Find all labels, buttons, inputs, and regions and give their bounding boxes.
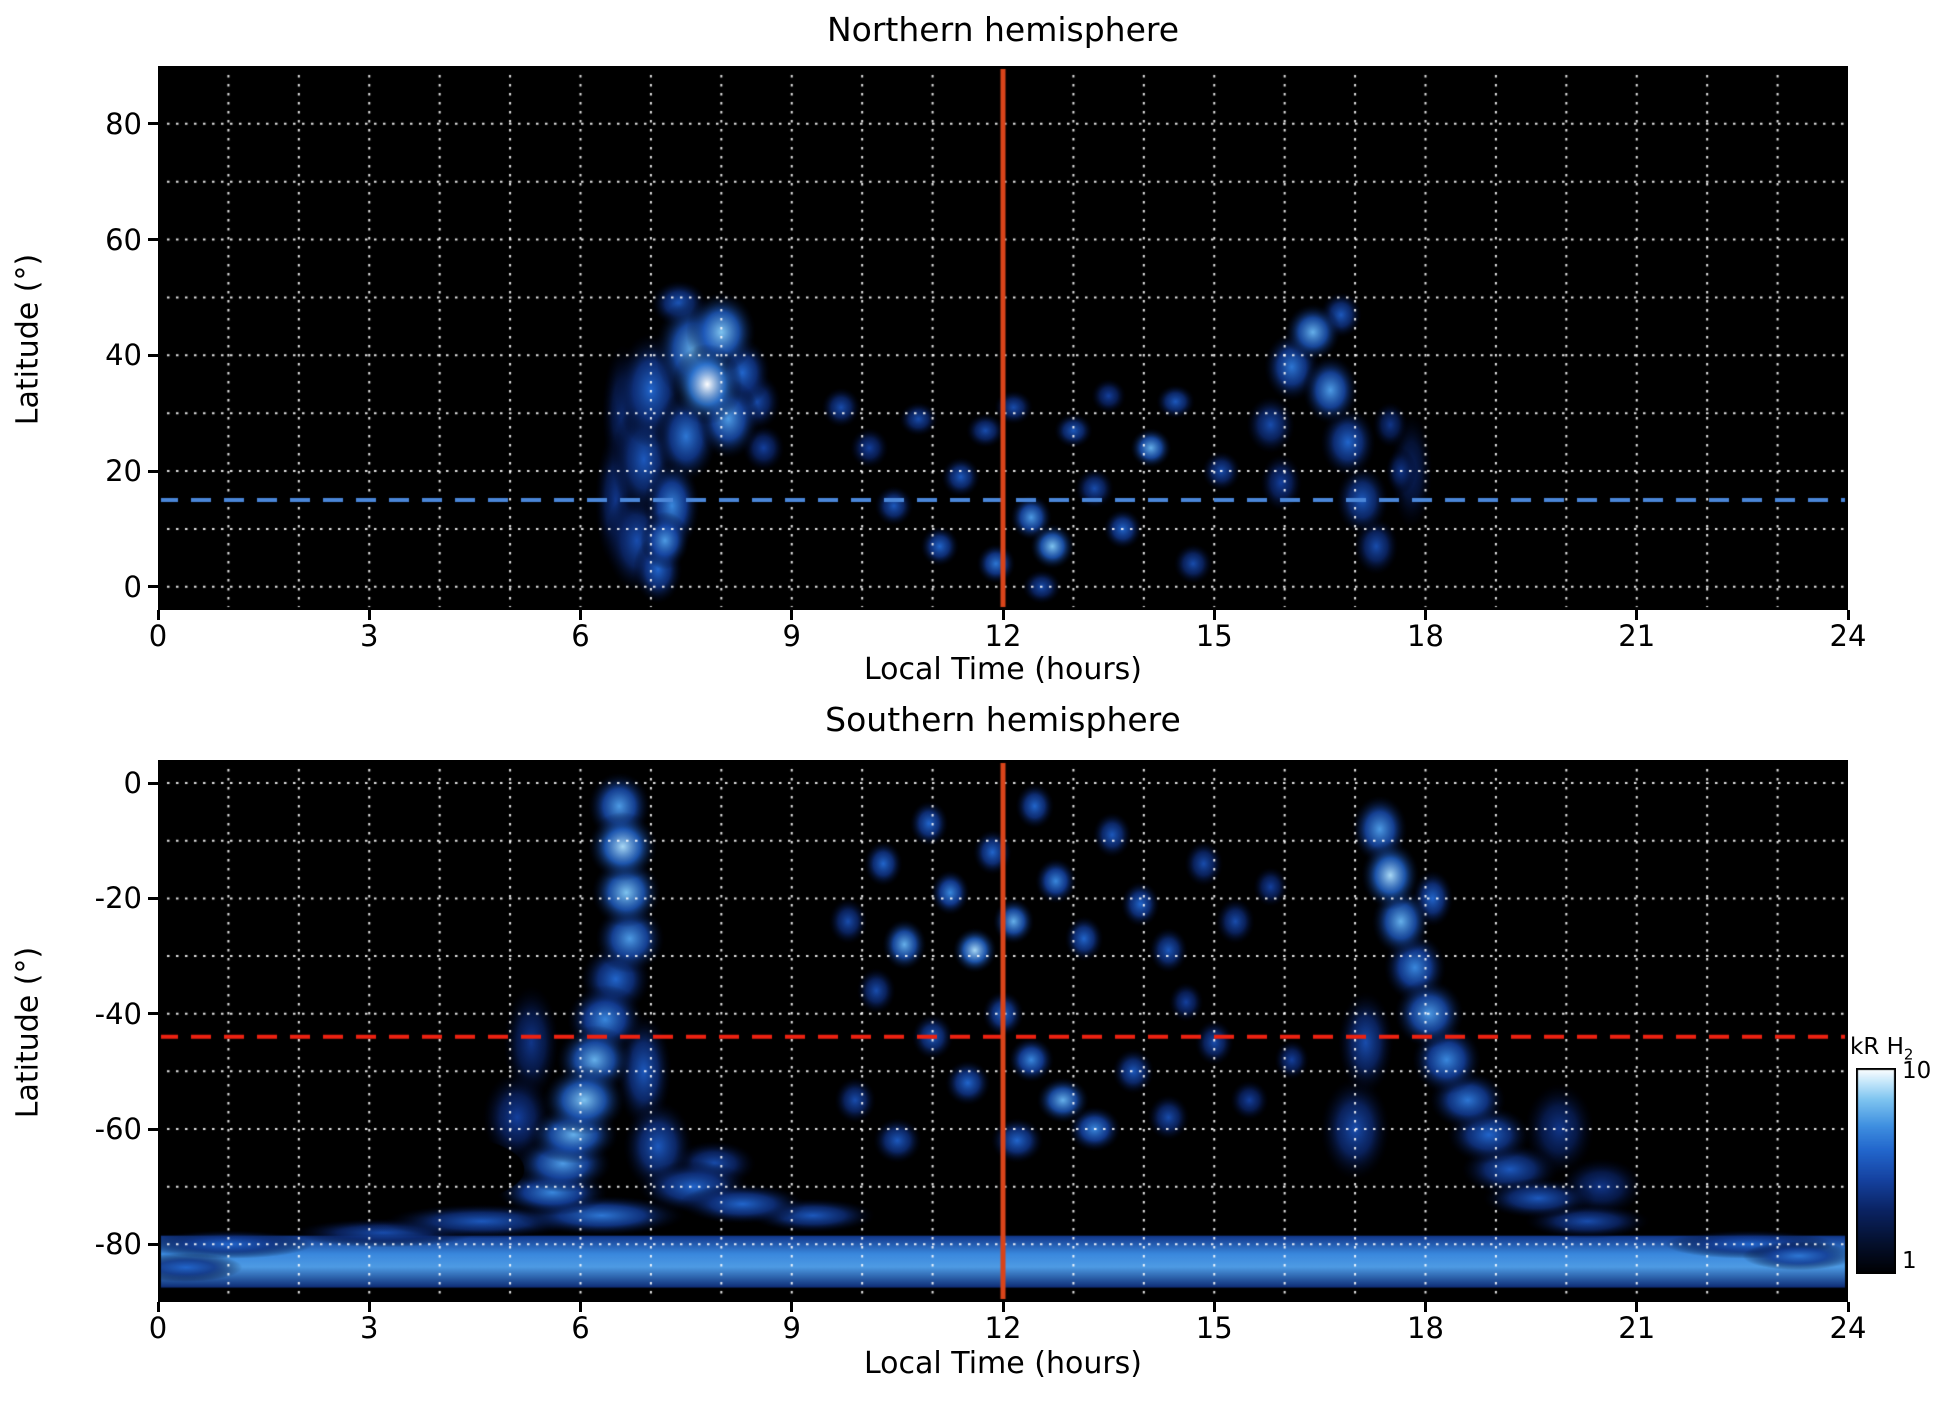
x-tick-mark — [1846, 1302, 1850, 1312]
y-tick-label: 80 — [105, 106, 142, 141]
x-tick-label: 15 — [1195, 1311, 1233, 1345]
southern-heatmap-canvas — [158, 760, 1848, 1302]
x-tick-label: 18 — [1407, 1311, 1444, 1345]
y-tick-label: 0 — [123, 766, 142, 801]
y-tick-label: -60 — [94, 1112, 142, 1147]
southern-yaxis-label: Latitude (°) — [10, 946, 46, 1119]
x-tick-mark — [1846, 610, 1850, 620]
colorbar-gradient-canvas — [1856, 1068, 1896, 1274]
x-tick-label: 24 — [1829, 1311, 1867, 1345]
x-tick-label: 24 — [1829, 619, 1867, 653]
colorbar-title-text: kR H — [1850, 1034, 1904, 1060]
northern-xaxis-label: Local Time (hours) — [864, 652, 1142, 687]
southern-plot-title: Southern hemisphere — [825, 700, 1181, 739]
y-tick-label: -40 — [94, 996, 142, 1031]
northern-plot-title: Northern hemisphere — [826, 10, 1180, 49]
x-tick-label: 15 — [1195, 619, 1233, 653]
y-tick-mark — [148, 122, 158, 126]
x-tick-label: 9 — [782, 619, 801, 653]
y-tick-label: -20 — [94, 881, 142, 916]
x-tick-label: 0 — [148, 1311, 168, 1345]
northern-heatmap-canvas — [158, 66, 1848, 610]
x-tick-label: 3 — [360, 1311, 379, 1345]
y-tick-label: 40 — [105, 338, 142, 373]
x-tick-label: 21 — [1618, 1311, 1656, 1345]
y-tick-label: 20 — [105, 454, 142, 489]
colorbar-tick-min: 1 — [1902, 1248, 1917, 1274]
x-tick-mark — [1635, 610, 1639, 620]
x-tick-mark — [579, 1302, 582, 1312]
x-tick-mark — [790, 1302, 794, 1312]
x-tick-mark — [156, 610, 160, 620]
x-tick-mark — [367, 610, 371, 620]
colorbar-tick-max: 10 — [1902, 1058, 1932, 1084]
x-tick-mark — [1212, 1302, 1216, 1312]
y-tick-label: 0 — [123, 569, 142, 604]
y-tick-mark — [148, 353, 158, 357]
y-tick-mark — [148, 238, 158, 242]
y-tick-mark — [148, 585, 158, 589]
x-tick-mark — [790, 610, 794, 620]
x-tick-label: 21 — [1618, 619, 1656, 653]
x-tick-label: 3 — [360, 619, 379, 653]
northern-yaxis-label: Latitude (°) — [10, 253, 46, 426]
x-tick-mark — [156, 1302, 160, 1312]
colorbar-title: kR H2 — [1850, 1034, 1913, 1064]
y-tick-mark — [148, 469, 158, 473]
x-tick-label: 9 — [782, 1311, 801, 1345]
y-tick-mark — [148, 1242, 158, 1246]
x-tick-mark — [1001, 1302, 1005, 1312]
southern-xaxis-label: Local Time (hours) — [864, 1346, 1142, 1381]
x-tick-mark — [1424, 1302, 1427, 1312]
x-tick-mark — [367, 1302, 371, 1312]
y-tick-mark — [148, 781, 158, 785]
y-tick-mark — [148, 1012, 158, 1016]
y-tick-mark — [148, 1127, 158, 1131]
y-tick-mark — [148, 896, 158, 900]
x-tick-mark — [579, 610, 582, 620]
x-tick-mark — [1212, 610, 1216, 620]
y-tick-label: 60 — [105, 222, 142, 257]
x-tick-mark — [1001, 610, 1005, 620]
x-tick-label: 6 — [571, 619, 590, 653]
x-tick-label: 6 — [571, 1311, 590, 1345]
x-tick-label: 12 — [984, 619, 1022, 653]
x-tick-mark — [1635, 1302, 1639, 1312]
x-tick-mark — [1424, 610, 1427, 620]
x-tick-label: 12 — [984, 1311, 1022, 1345]
colorbar-title-subscript: 2 — [1903, 1045, 1914, 1064]
x-tick-label: 0 — [148, 619, 168, 653]
x-tick-label: 18 — [1407, 619, 1444, 653]
y-tick-label: -80 — [94, 1227, 142, 1262]
